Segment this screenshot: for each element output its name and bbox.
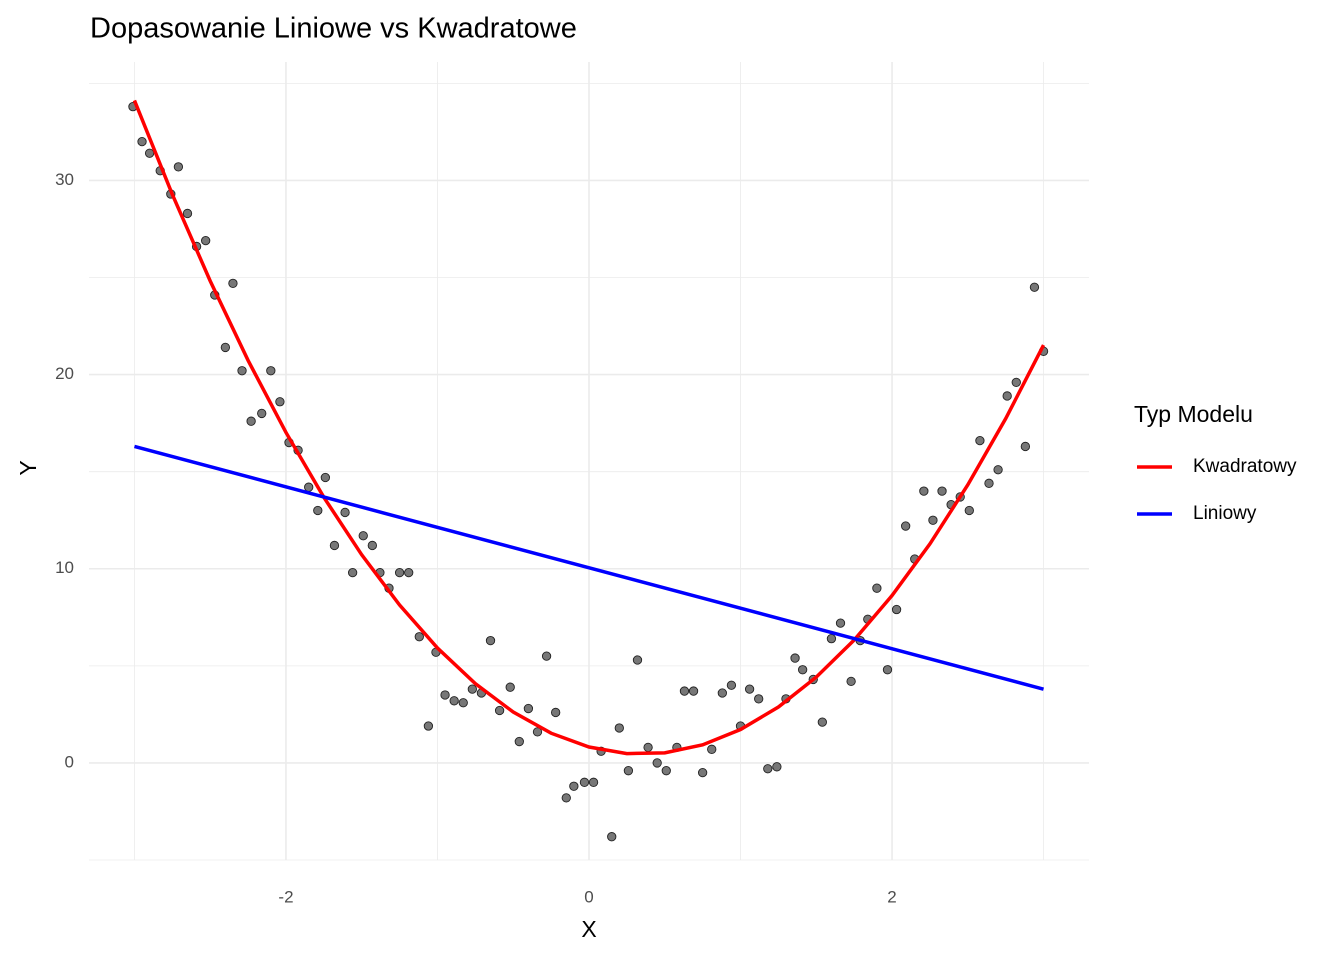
data-point	[882, 665, 893, 675]
data-point	[523, 703, 534, 714]
data-point	[144, 148, 155, 158]
data-point	[266, 366, 276, 376]
legend-title: Typ Modelu	[1134, 401, 1253, 427]
data-point	[643, 742, 653, 753]
legend-label: Kwadratowy	[1193, 456, 1297, 477]
data-point	[846, 676, 856, 687]
data-point	[1020, 441, 1031, 452]
data-point	[623, 766, 634, 776]
x-tick-label: -2	[278, 887, 293, 906]
data-point	[569, 781, 579, 791]
data-point	[984, 478, 994, 488]
data-point	[688, 686, 699, 696]
data-point	[182, 208, 193, 219]
data-point	[340, 507, 350, 518]
data-point	[514, 736, 524, 747]
data-point	[835, 618, 846, 628]
data-point	[414, 632, 424, 642]
data-point	[246, 416, 256, 426]
data-point	[505, 682, 515, 692]
data-point	[717, 688, 727, 698]
data-point	[220, 342, 231, 353]
data-point	[467, 684, 477, 694]
data-point	[679, 686, 690, 696]
data-point	[347, 567, 358, 578]
data-point	[440, 690, 450, 700]
x-tick-label: 2	[887, 887, 896, 906]
data-point	[588, 777, 599, 787]
data-point	[137, 136, 147, 147]
data-point	[275, 397, 285, 407]
data-point	[367, 540, 377, 551]
data-point	[494, 705, 505, 716]
data-point	[763, 764, 773, 774]
data-point	[937, 486, 947, 496]
data-point	[532, 727, 543, 737]
data-point	[257, 408, 267, 419]
data-point	[561, 793, 571, 803]
data-point	[901, 521, 911, 531]
data-point	[891, 604, 902, 615]
data-point	[790, 653, 800, 663]
data-point	[551, 707, 561, 718]
data-point	[320, 472, 331, 483]
data-point	[404, 567, 414, 578]
data-point	[449, 696, 459, 706]
data-point	[614, 723, 624, 733]
data-point	[458, 698, 468, 708]
y-axis-label: Y	[15, 460, 41, 475]
data-point	[928, 515, 938, 525]
data-point	[423, 721, 434, 731]
data-point	[1011, 377, 1021, 388]
data-point	[754, 694, 764, 704]
data-point	[817, 717, 827, 727]
data-point	[964, 505, 974, 516]
y-tick-label: 20	[55, 364, 74, 383]
data-point	[632, 655, 643, 665]
data-point	[772, 762, 782, 772]
data-point	[394, 567, 405, 578]
data-point	[579, 777, 590, 787]
data-point	[797, 665, 808, 675]
data-point	[707, 744, 717, 754]
data-point	[919, 486, 929, 496]
y-tick-label: 30	[55, 170, 74, 189]
model-line	[134, 444, 1045, 691]
data-point	[228, 278, 238, 288]
data-point	[358, 531, 368, 541]
data-point	[726, 680, 737, 690]
data-point	[237, 366, 247, 376]
legend-label: Liniowy	[1193, 503, 1257, 524]
data-point	[304, 482, 314, 492]
data-point	[485, 635, 496, 646]
data-point	[993, 465, 1003, 475]
y-tick-label: 10	[55, 558, 74, 577]
y-tick-label: 0	[65, 752, 74, 771]
data-point	[697, 767, 708, 778]
data-point	[661, 766, 671, 776]
data-point	[173, 162, 184, 172]
data-point	[744, 684, 755, 694]
data-point	[1029, 282, 1040, 292]
x-axis-label: X	[581, 916, 596, 942]
grid	[89, 62, 1089, 861]
data-point	[541, 651, 552, 661]
data-point	[872, 583, 882, 593]
data-point	[652, 758, 662, 768]
model-line	[132, 99, 1046, 756]
data-point	[975, 435, 985, 446]
data-point	[1002, 391, 1012, 401]
x-tick-label: 0	[584, 887, 593, 906]
data-point	[826, 634, 837, 644]
data-point	[329, 540, 340, 551]
data-point	[201, 235, 211, 246]
data-point	[313, 505, 323, 516]
data-point	[607, 832, 617, 842]
chart-title: Dopasowanie Liniowe vs Kwadratowe	[90, 13, 577, 45]
